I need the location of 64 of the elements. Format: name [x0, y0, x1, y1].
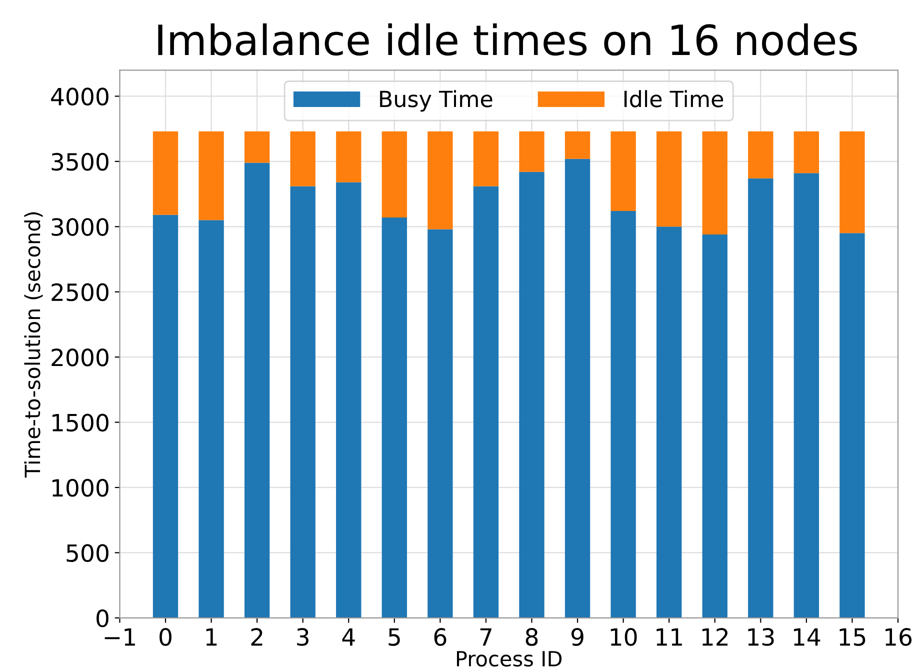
bar [473, 131, 499, 186]
y-axis-title: Time-to-solution (second) [24, 212, 43, 478]
y-tick-label: 1500 [52, 414, 108, 432]
y-tick-label: 1000 [52, 478, 108, 497]
bar [794, 131, 820, 174]
bar [336, 182, 362, 618]
bar [428, 131, 453, 230]
x-tick-label: 8 [526, 628, 538, 646]
x-tick-label: 9 [571, 628, 584, 646]
x-tick-label: −1 [104, 628, 135, 646]
bar [840, 131, 865, 234]
bar [519, 172, 544, 618]
y-tick-label: 3000 [52, 218, 108, 236]
bar [244, 162, 270, 618]
y-tick-label: 2500 [52, 283, 108, 302]
bar [656, 226, 682, 618]
bar [794, 173, 820, 618]
x-tick-label: 7 [480, 628, 492, 646]
y-tick-label: 0 [96, 609, 108, 628]
bar [519, 131, 544, 172]
y-tick-label: 500 [66, 544, 108, 562]
bar [473, 186, 499, 618]
bar [152, 131, 178, 215]
bar [702, 234, 728, 618]
y-tick-label: 2000 [52, 348, 108, 366]
bar [564, 158, 590, 618]
bar [748, 178, 774, 618]
x-tick-label: 15 [840, 628, 866, 646]
legend-label: Busy Time [380, 90, 492, 112]
bar [428, 229, 453, 618]
x-tick-label: 12 [702, 628, 728, 646]
x-tick-label: 6 [434, 628, 446, 646]
bar [702, 131, 728, 234]
bar [336, 131, 362, 182]
bar [564, 131, 590, 159]
x-tick-label: 1 [206, 628, 217, 646]
x-axis-title: Process ID [456, 651, 562, 667]
bar [748, 131, 774, 178]
x-tick-label: 14 [794, 628, 820, 646]
x-tick-label: 11 [656, 628, 682, 646]
bar [840, 233, 865, 618]
bar [610, 210, 636, 618]
x-tick-label: 3 [297, 628, 308, 646]
bar [198, 131, 224, 220]
bar [198, 220, 224, 618]
bar [382, 131, 407, 218]
bar [656, 131, 682, 227]
x-tick-label: 2 [251, 628, 262, 646]
bar [152, 214, 178, 618]
x-tick-label: 13 [748, 628, 774, 646]
bar [382, 218, 407, 618]
legend-label: Idle Time [624, 90, 724, 108]
bar [290, 131, 316, 186]
x-tick-label: 5 [388, 628, 400, 646]
bar [290, 186, 316, 618]
x-tick-label: 16 [886, 628, 912, 646]
y-tick-label: 3500 [52, 152, 108, 171]
y-tick-label: 4000 [51, 88, 108, 106]
bar [610, 131, 636, 211]
bar [244, 131, 270, 163]
x-tick-label: 10 [610, 628, 637, 646]
x-tick-label: 4 [342, 628, 355, 646]
x-tick-label: 0 [160, 628, 172, 646]
chart-title: Imbalance idle times on 16 nodes [158, 23, 857, 56]
